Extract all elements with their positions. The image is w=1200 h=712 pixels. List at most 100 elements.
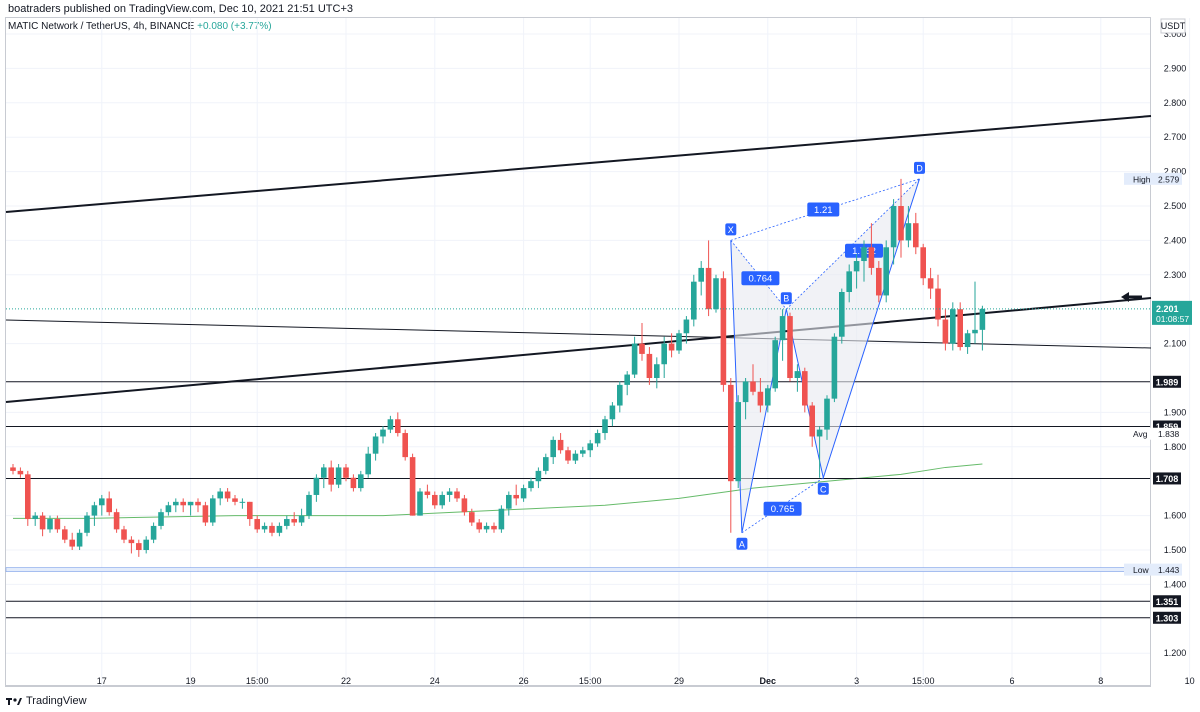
candle-body <box>876 267 882 296</box>
candle-body <box>572 453 579 461</box>
candle-body <box>691 281 697 320</box>
candle <box>143 536 149 554</box>
candle <box>668 333 675 358</box>
candle <box>824 395 830 440</box>
candle <box>713 274 719 313</box>
candle-body <box>757 391 764 406</box>
pattern-point-b[interactable]: B <box>780 292 792 305</box>
candle <box>335 464 342 489</box>
candle <box>757 378 764 413</box>
candle-body <box>424 491 431 495</box>
x-tick-label: 24 <box>430 676 440 686</box>
candle-body <box>580 450 586 454</box>
candle-body <box>113 512 120 530</box>
candle <box>905 206 912 248</box>
candle-body <box>535 470 542 482</box>
candle <box>779 309 786 361</box>
pattern-ratio-tag[interactable]: 0.764 <box>741 271 780 286</box>
candle-body <box>565 450 571 461</box>
candle <box>269 522 275 537</box>
candle-body <box>402 433 408 458</box>
candle <box>424 484 431 499</box>
candle <box>913 212 919 255</box>
pattern-point-label: B <box>783 294 789 304</box>
price-axis[interactable]: 3.000 2.900 2.800 2.700 2.600 2.500 2.400 2.300… <box>1164 29 1187 658</box>
pattern-point-d[interactable]: D <box>914 161 925 174</box>
candle-body <box>39 515 46 530</box>
candle-body <box>187 501 194 506</box>
pattern-point-c[interactable]: C <box>817 482 829 495</box>
currency-label: USDT <box>1161 21 1186 31</box>
candle-body <box>491 525 497 530</box>
candle-body <box>920 247 926 279</box>
candle-body <box>698 267 704 282</box>
candle <box>54 515 61 533</box>
candle-body <box>646 353 653 378</box>
candle <box>691 274 697 327</box>
candle-body <box>809 405 815 437</box>
candle-body <box>883 247 889 296</box>
x-tick-label: Dec <box>760 676 777 686</box>
candle <box>846 264 852 303</box>
candle <box>506 491 512 516</box>
candle-body <box>750 381 756 392</box>
candle-body <box>631 343 638 375</box>
pattern-ratio-tag[interactable]: 1.21 <box>807 202 840 217</box>
candle-body <box>787 316 793 378</box>
y-tick-label: 2.700 <box>1164 132 1187 142</box>
candle-body <box>735 402 741 482</box>
candle-body <box>824 398 830 430</box>
pattern-ratio-tag[interactable]: 0.765 <box>763 501 802 516</box>
pattern-point-a[interactable]: A <box>736 537 748 550</box>
level-price-label: 1.989 <box>1156 377 1179 387</box>
candle-body <box>528 481 534 489</box>
candle <box>883 240 889 303</box>
candle <box>47 515 53 533</box>
candle <box>210 494 216 526</box>
candle <box>942 309 949 351</box>
x-tick-label: 8 <box>1098 676 1103 686</box>
candle <box>898 178 904 258</box>
candle-body <box>387 419 394 430</box>
candle-body <box>47 519 53 530</box>
candle-body <box>210 498 216 523</box>
pattern-point-box <box>736 537 748 550</box>
candle-body <box>742 381 749 403</box>
candle <box>62 525 68 544</box>
candle <box>935 274 941 327</box>
candle <box>380 426 386 444</box>
candle <box>99 494 105 516</box>
pattern-ratio-line <box>730 178 920 241</box>
pattern-point-x[interactable]: X <box>725 223 737 236</box>
candle-body <box>927 278 934 289</box>
candle <box>187 501 194 516</box>
candle <box>276 522 283 537</box>
candle <box>498 505 505 533</box>
candle-body <box>972 329 978 334</box>
candle-body <box>395 419 401 434</box>
candle-body <box>587 443 593 451</box>
candle-body <box>358 474 364 489</box>
candle <box>91 501 98 526</box>
candle <box>594 429 601 447</box>
rising-trend-line[interactable] <box>5 297 1152 403</box>
candle-body <box>99 498 105 506</box>
y-tick-label: 1.500 <box>1164 545 1187 555</box>
candle <box>513 484 519 506</box>
candle <box>358 470 364 492</box>
candle-body <box>269 525 275 533</box>
candle <box>25 470 31 526</box>
candle-body <box>794 371 801 378</box>
upper-channel-line[interactable] <box>5 115 1152 213</box>
candle-body <box>25 474 31 520</box>
candle <box>639 322 645 361</box>
candle <box>254 515 260 533</box>
level-price-box <box>1153 595 1181 608</box>
y-tick-label: 2.600 <box>1164 167 1187 177</box>
candle-body <box>676 333 682 351</box>
price-labels: 1.989 1.859 1.708 1.351 1.303 High 2.579 Low 1.4… <box>6 172 1192 624</box>
currency-box[interactable] <box>1160 18 1186 34</box>
candle-body <box>91 505 98 516</box>
